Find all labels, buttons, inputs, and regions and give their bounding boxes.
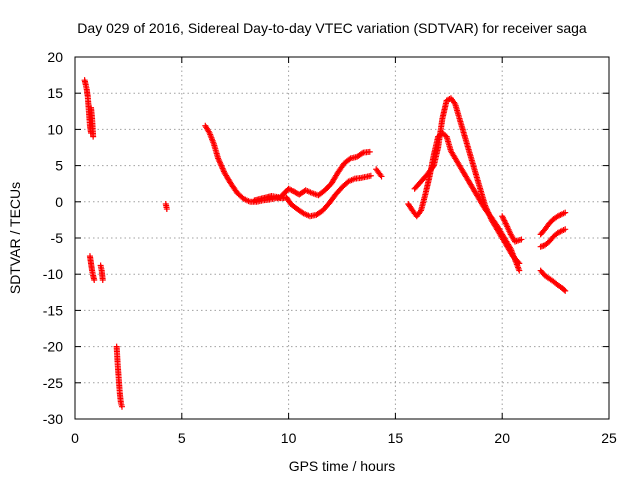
data-point <box>359 150 366 157</box>
y-tick-label: -25 <box>43 375 63 391</box>
axis-ticks: 0 5 10 15 20 25 20 15 10 5 0 -5 -10 -15 -20 -25 -30 <box>43 49 617 446</box>
y-tick-label: -15 <box>43 302 63 318</box>
x-tick-label: 20 <box>494 430 510 446</box>
y-tick-label: -10 <box>43 266 63 282</box>
data-point <box>561 286 568 293</box>
data-points <box>81 77 569 410</box>
y-tick-label: 10 <box>47 121 63 137</box>
data-point <box>516 260 523 267</box>
y-tick-label: -20 <box>43 339 63 355</box>
data-point <box>118 403 125 410</box>
data-point <box>429 163 436 170</box>
data-point <box>562 209 569 216</box>
y-tick-label: 0 <box>55 194 63 210</box>
data-point <box>516 267 523 274</box>
chart-title: Day 029 of 2016, Sidereal Day-to-day VTE… <box>77 20 587 36</box>
data-point <box>562 287 569 294</box>
data-point <box>163 206 170 213</box>
y-tick-label: 5 <box>55 158 63 174</box>
y-tick-label: 20 <box>47 49 63 65</box>
data-point <box>518 236 525 243</box>
y-axis-label: SDTVAR / TECUs <box>7 182 23 294</box>
data-point <box>562 226 569 233</box>
x-axis-label: GPS time / hours <box>289 458 396 474</box>
y-tick-label: -5 <box>51 230 64 246</box>
y-tick-label: -30 <box>43 411 63 427</box>
y-tick-label: 15 <box>47 85 63 101</box>
data-point <box>99 276 106 283</box>
data-point <box>378 173 385 180</box>
data-point <box>367 172 374 179</box>
x-tick-label: 0 <box>71 430 79 446</box>
x-tick-label: 5 <box>178 430 186 446</box>
x-tick-label: 15 <box>388 430 404 446</box>
x-tick-label: 25 <box>601 430 617 446</box>
data-point <box>91 276 98 283</box>
data-point <box>346 156 353 163</box>
data-point <box>515 259 522 266</box>
x-tick-label: 10 <box>281 430 297 446</box>
data-point <box>366 148 373 155</box>
grid-lines <box>75 57 609 419</box>
data-point <box>90 133 97 140</box>
